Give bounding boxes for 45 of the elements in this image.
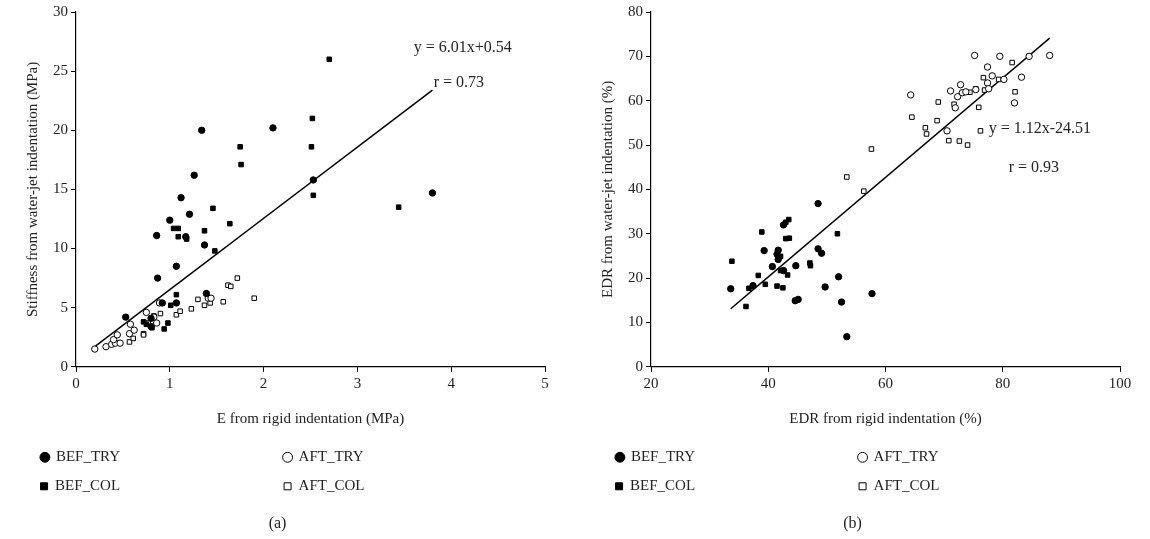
x-tick-label: 60: [878, 374, 893, 391]
y-tick-label: 70: [628, 47, 643, 64]
x-tick-label: 5: [541, 374, 549, 391]
y-tick-label: 50: [628, 135, 643, 152]
legend-label: AFT_TRY: [298, 448, 514, 465]
legend-label: BEF_COL: [630, 477, 846, 494]
y-tick-label: 80: [628, 2, 643, 19]
annotation: r = 0.93: [1008, 158, 1060, 176]
y-tick-label: 30: [628, 224, 643, 241]
y-tick-label: 0: [635, 357, 643, 374]
x-tick-label: 40: [760, 374, 776, 391]
x-axis-title: EDR from rigid indentation (%): [789, 409, 982, 427]
y-axis-title: Stiffness from water-jet indentation (MPa): [23, 61, 41, 317]
y-tick-label: 60: [628, 91, 643, 108]
y-tick-label: 20: [628, 269, 643, 286]
annotation: y = 6.01x+0.54: [413, 37, 512, 56]
annotation: y = 1.12x-24.51: [988, 119, 1092, 138]
text: (a): [268, 513, 287, 532]
x-tick-label: 80: [995, 374, 1011, 391]
y-tick-label: 25: [53, 62, 68, 79]
x-tick-label: 100: [1108, 374, 1132, 391]
annotation: r = 0.73: [433, 73, 485, 91]
y-tick-label: 10: [53, 239, 68, 256]
x-tick-label: 1: [166, 374, 174, 391]
x-axis-title: E from rigid indentation (MPa): [216, 409, 405, 427]
y-axis-title: EDR from water-jet indentation (%): [598, 80, 616, 298]
x-tick-label: 2: [259, 374, 268, 391]
y-tick-label: 0: [60, 357, 68, 374]
x-tick-label: 4: [447, 374, 456, 391]
y-tick-label: 10: [628, 313, 643, 330]
y-tick-label: 30: [53, 2, 68, 19]
legend-label: BEF_TRY: [55, 448, 271, 465]
legend-label: AFT_COL: [873, 477, 1090, 494]
legend-label: AFT_COL: [298, 477, 515, 494]
x-tick-label: 3: [353, 374, 362, 391]
text: (b): [843, 513, 862, 532]
y-tick-label: 5: [60, 298, 68, 315]
legend-label: BEF_TRY: [630, 448, 846, 465]
y-tick-label: 40: [628, 180, 643, 197]
x-tick-label: 0: [72, 374, 80, 391]
legend-label: BEF_COL: [55, 477, 271, 494]
y-tick-label: 20: [53, 121, 68, 138]
y-tick-label: 15: [53, 180, 68, 197]
legend-label: AFT_TRY: [873, 448, 1089, 465]
x-tick-label: 20: [643, 374, 659, 391]
